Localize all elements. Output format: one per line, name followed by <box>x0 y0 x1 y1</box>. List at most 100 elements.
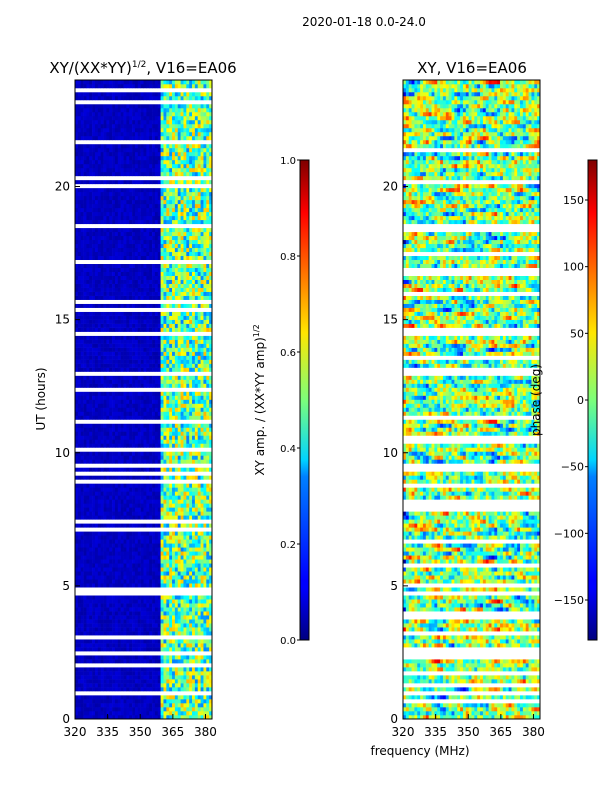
heatmap-cell <box>166 475 170 480</box>
heatmap-cell <box>112 523 116 528</box>
heatmap-cell <box>80 499 84 504</box>
heatmap-cell <box>154 439 159 444</box>
heatmap-cell <box>203 611 207 616</box>
heatmap-cell <box>83 619 87 624</box>
heatmap-cell <box>143 639 147 644</box>
heatmap-cell <box>169 411 173 416</box>
heatmap-cell <box>146 315 150 320</box>
heatmap-cell <box>169 507 173 512</box>
heatmap-cell <box>83 599 87 604</box>
heatmap-cell <box>203 491 207 496</box>
heatmap-cell <box>163 379 167 384</box>
heatmap-cell <box>112 311 116 316</box>
heatmap-cell <box>206 655 210 660</box>
heatmap-cell <box>137 559 141 564</box>
heatmap-cell <box>154 559 159 564</box>
heatmap-cell <box>203 603 207 608</box>
heatmap-cell <box>160 467 164 472</box>
heatmap-cell <box>146 679 150 684</box>
heatmap-cell <box>97 315 101 320</box>
heatmap-cell <box>194 555 199 560</box>
heatmap-cell <box>83 711 87 716</box>
heatmap-cell <box>154 567 159 572</box>
heatmap-cell <box>206 543 210 548</box>
heatmap-cell <box>132 703 136 708</box>
heatmap-cell <box>203 295 207 300</box>
heatmap-cell <box>143 251 147 257</box>
heatmap-cell <box>106 655 110 660</box>
heatmap-cell <box>132 615 136 620</box>
heatmap-cell <box>197 491 201 496</box>
heatmap-cell <box>134 547 139 552</box>
heatmap-cell <box>146 671 150 676</box>
heatmap-cell <box>163 243 167 249</box>
heatmap-cell <box>80 487 84 492</box>
heatmap-cell <box>177 483 181 488</box>
heatmap-cell <box>129 351 133 356</box>
heatmap-cell <box>123 459 127 464</box>
heatmap-cell <box>157 575 161 580</box>
heatmap-cell <box>129 623 133 628</box>
heatmap-cell <box>152 475 156 480</box>
heatmap-cell <box>86 455 90 460</box>
heatmap-cell <box>200 703 204 708</box>
heatmap-cell <box>126 423 130 428</box>
heatmap-cell <box>89 343 93 348</box>
heatmap-cell <box>206 251 210 257</box>
heatmap-cell <box>114 467 119 472</box>
heatmap-cell <box>97 443 101 448</box>
heatmap-cell <box>134 495 139 500</box>
heatmap-cell <box>114 623 119 628</box>
heatmap-cell <box>75 507 79 512</box>
heatmap-cell <box>200 271 204 276</box>
heatmap-cell <box>189 707 193 712</box>
heatmap-cell <box>86 575 90 580</box>
heatmap-cell <box>120 391 124 396</box>
heatmap-cell <box>163 287 167 292</box>
heatmap-cell <box>209 547 213 552</box>
heatmap-cell <box>157 631 161 636</box>
heatmap-cell <box>166 347 170 352</box>
heatmap-cell <box>103 323 107 328</box>
heatmap-cell <box>114 599 119 604</box>
heatmap-cell <box>134 535 139 540</box>
heatmap-cell <box>169 391 173 396</box>
heatmap-cell <box>129 339 133 344</box>
heatmap-cell <box>160 607 164 612</box>
heatmap-cell <box>103 243 107 249</box>
heatmap-cell <box>114 543 119 548</box>
heatmap-cell <box>112 507 116 512</box>
heatmap-cell <box>134 683 139 688</box>
heatmap-cell <box>183 335 187 340</box>
heatmap-cell <box>134 451 139 456</box>
heatmap-cell <box>186 291 190 296</box>
heatmap-cell <box>152 491 156 496</box>
heatmap-cell <box>94 595 99 600</box>
heatmap-cell <box>209 599 213 604</box>
heatmap-cell <box>186 343 190 348</box>
heatmap-cell <box>143 603 147 608</box>
heatmap-cell <box>154 251 159 257</box>
heatmap-cell <box>103 287 107 292</box>
heatmap-cell <box>174 647 179 652</box>
heatmap-cell <box>177 475 181 480</box>
heatmap-cell <box>112 303 116 308</box>
heatmap-cell <box>129 647 133 652</box>
heatmap-cell <box>103 399 107 404</box>
heatmap-cell <box>97 515 101 520</box>
heatmap-cell <box>163 503 167 508</box>
heatmap-cell <box>174 671 179 676</box>
heatmap-cell <box>183 687 187 692</box>
heatmap-cell <box>89 395 93 400</box>
heatmap-cell <box>106 363 110 368</box>
heatmap-cell <box>132 295 136 300</box>
heatmap-cell <box>86 247 90 253</box>
heatmap-cell <box>200 311 204 316</box>
heatmap-cell <box>114 483 119 488</box>
heatmap-cell <box>75 487 79 492</box>
heatmap-cell <box>134 643 139 648</box>
heatmap-cell <box>183 423 187 428</box>
heatmap-cell <box>117 551 121 556</box>
heatmap-cell <box>109 675 113 680</box>
heatmap-cell <box>109 511 113 516</box>
